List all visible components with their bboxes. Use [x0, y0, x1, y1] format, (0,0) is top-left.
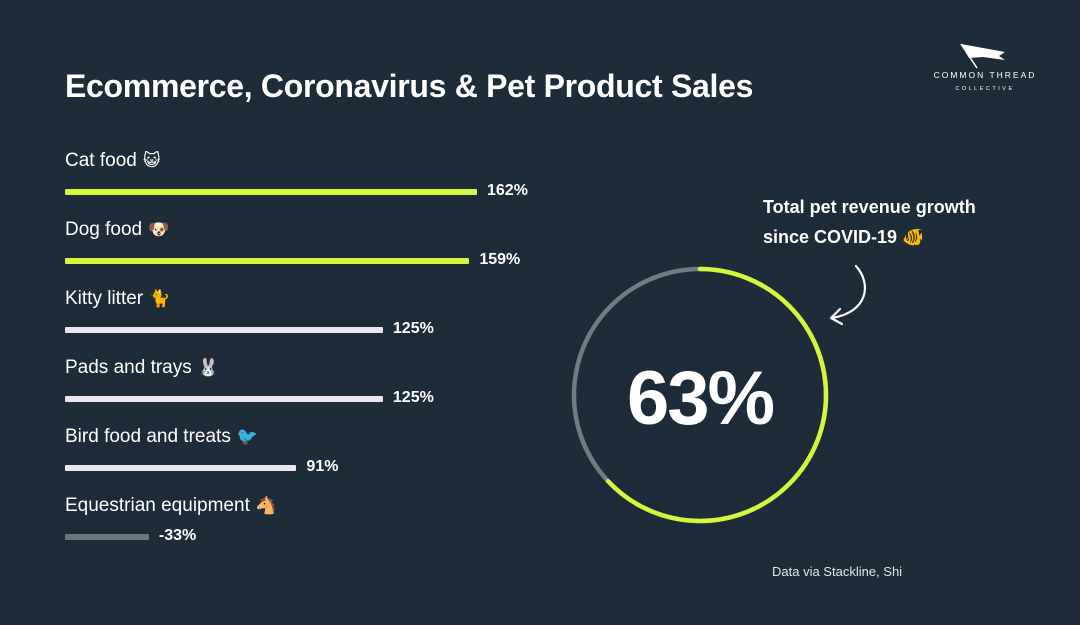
animal-icon: 🐶 — [148, 220, 170, 239]
bar-label: Pads and trays 🐰 — [65, 357, 219, 379]
bar-category: Cat food — [65, 150, 137, 171]
source-note: Data via Stackline, Shi — [772, 564, 903, 579]
bar-value-label: 159% — [479, 251, 521, 268]
bar — [65, 534, 149, 540]
animal-icon: 🐈 — [149, 289, 171, 308]
bar-category: Pads and trays — [65, 357, 192, 378]
callout-line1: Total pet revenue growth — [763, 197, 976, 217]
bar — [65, 327, 383, 333]
bar — [65, 396, 383, 402]
logo-line2: COLLECTIVE — [955, 86, 1014, 92]
bar-category: Kitty litter — [65, 288, 144, 309]
callout-line2: since COVID-19 — [763, 227, 898, 247]
bar-label: Kitty litter 🐈 — [65, 288, 170, 310]
bar-label: Cat food 😺 — [65, 150, 161, 172]
bar — [65, 465, 297, 471]
total-growth-ring — [571, 266, 829, 524]
bar — [65, 189, 477, 195]
bar-value-label: 91% — [306, 458, 339, 475]
bar-value-label: 162% — [487, 182, 528, 199]
bar-chart: Cat food 😺 162% Dog food 🐶 159% Kitty litter 🐈 1… — [65, 150, 528, 544]
bar-label: Equestrian equipment 🐴 — [65, 495, 277, 517]
chart-title: Ecommerce, Coronavirus & Pet Product Sal… — [65, 68, 754, 104]
callout-text: Total pet revenue growth since COVID-19 … — [763, 192, 1043, 252]
flag-icon — [961, 44, 1005, 60]
curved-arrow-icon — [829, 264, 866, 326]
bar-value-label: 125% — [392, 389, 434, 406]
ring-progress — [571, 266, 829, 524]
fish-icon: 🐠 — [902, 227, 925, 247]
bar-value-label: 125% — [392, 320, 434, 337]
bar-label: Dog food 🐶 — [65, 219, 169, 241]
total-growth-value: 63% — [626, 356, 775, 441]
bar — [65, 258, 470, 264]
logo-line1: COMMON THREAD — [934, 70, 1037, 80]
common-thread-logo: COMMON THREAD COLLECTIVE — [934, 43, 1037, 92]
bar-category: Equestrian equipment — [65, 495, 250, 516]
animal-icon: 🐴 — [255, 496, 278, 515]
animal-icon: 😺 — [142, 151, 161, 170]
animal-icon: 🐦 — [236, 427, 258, 446]
bar-category: Bird food and treats — [65, 426, 231, 447]
animal-icon: 🐰 — [197, 358, 219, 377]
bar-label: Bird food and treats 🐦 — [65, 426, 258, 448]
bar-category: Dog food — [65, 219, 143, 240]
bar-value-label: -33% — [158, 527, 197, 544]
